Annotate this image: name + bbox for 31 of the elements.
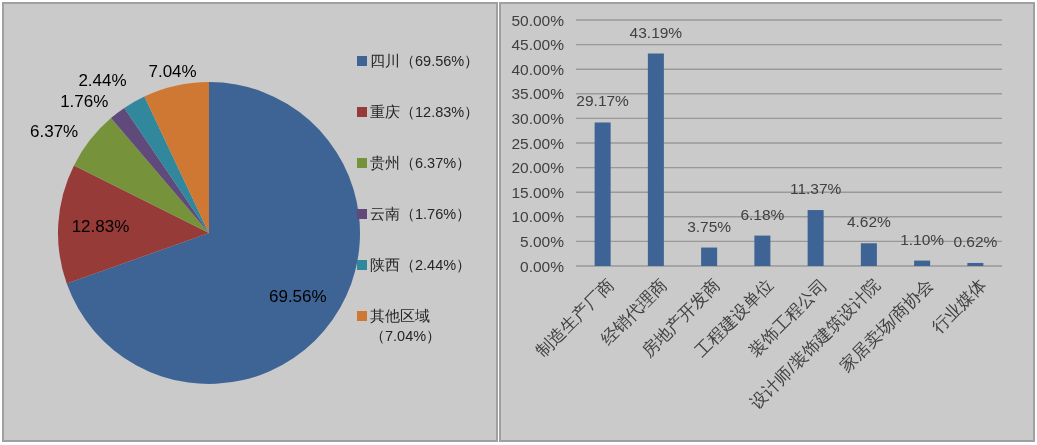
data-label: 1.76% (60, 91, 109, 111)
tick-label: 30.00% (511, 109, 564, 127)
data-label: 0.62% (953, 232, 998, 250)
data-label: 6.18% (740, 205, 785, 223)
data-label: 6.37% (30, 121, 79, 141)
tick-label: 15.00% (511, 183, 564, 201)
data-label: 1.10% (900, 230, 945, 248)
tick-label: 5.00% (520, 232, 564, 250)
legend-label: 陕西（2.44%） (370, 257, 472, 273)
legend-label: 贵州（6.37%） (370, 155, 472, 171)
tick-label: 40.00% (511, 60, 564, 78)
tick-label: 0.00% (520, 257, 564, 275)
data-label: 69.56% (269, 286, 327, 306)
tick-label: 25.00% (511, 134, 564, 152)
tick-label: 10.00% (511, 208, 564, 226)
tick-label: 35.00% (511, 85, 564, 103)
tick-label: 45.00% (511, 36, 564, 54)
tick-label: 20.00% (511, 159, 564, 177)
data-label: 4.62% (846, 213, 891, 231)
data-label: 11.37% (789, 180, 842, 198)
tick-label: 50.00% (511, 11, 564, 29)
data-label: 7.04% (148, 61, 197, 81)
data-label: 12.83% (71, 217, 130, 237)
legend-label: 其他区域（7.04%） (370, 308, 442, 344)
legend-label: 四川（69.56%） (370, 53, 480, 69)
legend-label: 重庆（12.83%） (370, 104, 480, 120)
data-label: 2.44% (78, 70, 127, 90)
data-label: 29.17% (576, 92, 629, 110)
legend-label: 云南（1.76%） (370, 206, 472, 222)
data-label: 43.19% (629, 23, 683, 41)
data-label: 3.75% (687, 217, 732, 235)
